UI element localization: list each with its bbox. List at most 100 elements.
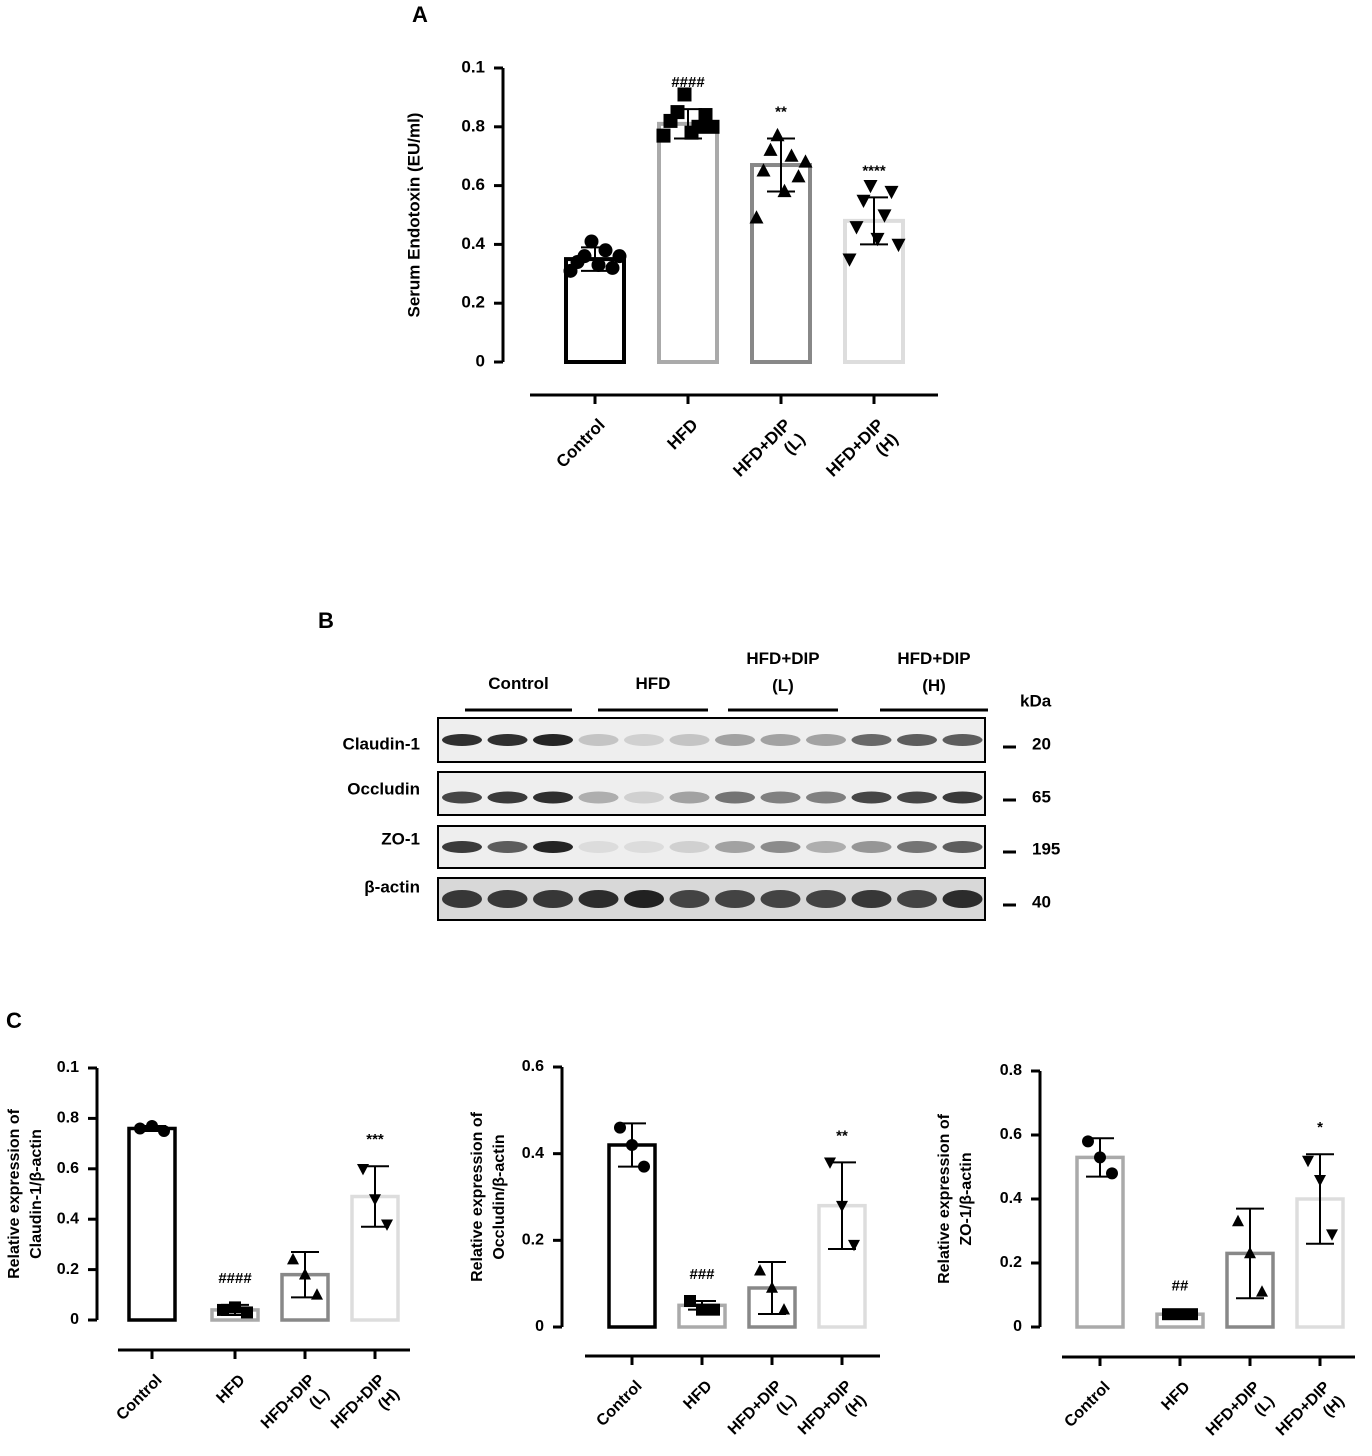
annotation: **** bbox=[862, 162, 886, 179]
data-point bbox=[877, 209, 892, 223]
y-axis-label: Relative expression of bbox=[6, 1108, 23, 1279]
x-tick-label: HFD+DIP(L) bbox=[1203, 1379, 1278, 1454]
data-point bbox=[863, 180, 878, 194]
blot-band bbox=[897, 841, 937, 853]
data-point bbox=[670, 105, 685, 120]
blot-band bbox=[487, 734, 528, 746]
x-tick-label: HFD bbox=[681, 1378, 716, 1413]
y-tick-label: 0.8 bbox=[461, 116, 485, 135]
data-point bbox=[849, 221, 864, 235]
data-point bbox=[1302, 1155, 1314, 1168]
data-point bbox=[299, 1268, 311, 1280]
blot-band bbox=[442, 734, 482, 746]
blot-band bbox=[669, 841, 710, 853]
y-axis-label: Relative expression of bbox=[936, 1113, 953, 1284]
kda-label: 65 bbox=[1032, 787, 1051, 806]
blot-band bbox=[533, 890, 573, 908]
blot-band bbox=[851, 890, 892, 908]
data-point bbox=[134, 1122, 146, 1135]
data-point bbox=[884, 185, 899, 200]
data-point bbox=[677, 87, 692, 102]
blot-band bbox=[578, 890, 619, 908]
bar bbox=[127, 1126, 177, 1322]
data-point bbox=[708, 1303, 720, 1316]
blot-band bbox=[806, 841, 846, 853]
blot-band bbox=[624, 734, 664, 746]
data-point bbox=[824, 1157, 836, 1169]
y-axis-label: ZO-1/β-actin bbox=[958, 1152, 975, 1245]
annotation: ## bbox=[1172, 1278, 1189, 1295]
data-point bbox=[1314, 1175, 1326, 1187]
blot-group-label: HFD+DIP (L) bbox=[746, 649, 819, 695]
blot-band bbox=[760, 734, 801, 746]
blot-band bbox=[715, 890, 755, 908]
y-axis-label: Claudin-1/β-actin bbox=[28, 1129, 45, 1259]
x-tick-label: HFD+DIP(H) bbox=[795, 1378, 870, 1453]
data-point bbox=[591, 257, 606, 272]
blot-band bbox=[442, 791, 482, 804]
annotation: #### bbox=[218, 1270, 252, 1287]
blot-row-label: Claudin-1 bbox=[343, 734, 420, 753]
data-point bbox=[848, 1239, 860, 1252]
y-tick-label: 0.1 bbox=[57, 1059, 79, 1076]
data-point bbox=[856, 194, 871, 208]
y-tick-label: 0.6 bbox=[461, 175, 485, 194]
x-tick-label: Control bbox=[114, 1372, 166, 1424]
y-tick-label: 0.8 bbox=[1000, 1062, 1022, 1079]
data-point bbox=[749, 210, 764, 224]
blot-band bbox=[578, 841, 619, 853]
data-point bbox=[1082, 1135, 1094, 1148]
kda-unit: kDa bbox=[1020, 691, 1052, 710]
blot-band bbox=[487, 791, 528, 804]
data-point bbox=[1106, 1167, 1118, 1180]
y-tick-label: 0.2 bbox=[522, 1232, 544, 1249]
annotation: ### bbox=[689, 1266, 715, 1283]
data-point bbox=[1162, 1308, 1174, 1321]
blot-band bbox=[442, 841, 482, 853]
blot-band bbox=[942, 734, 983, 746]
y-axis-label: Serum Endotoxin (EU/ml) bbox=[404, 113, 423, 318]
data-point bbox=[656, 128, 671, 143]
x-tick-label: HFD bbox=[214, 1372, 249, 1407]
data-point bbox=[777, 183, 792, 198]
annotation: * bbox=[1317, 1119, 1323, 1136]
blot-band bbox=[533, 734, 573, 746]
y-tick-label: 0 bbox=[476, 351, 485, 370]
data-point bbox=[638, 1160, 650, 1173]
y-tick-label: 0.6 bbox=[1000, 1126, 1022, 1143]
data-point bbox=[1326, 1229, 1338, 1241]
blot-band bbox=[487, 890, 528, 908]
blot-band bbox=[624, 791, 664, 804]
y-tick-label: 0.2 bbox=[57, 1261, 79, 1278]
blot-band bbox=[806, 791, 846, 804]
blot-band bbox=[624, 890, 664, 908]
blot-band bbox=[942, 841, 983, 853]
bar bbox=[657, 121, 719, 364]
blot-band bbox=[760, 841, 801, 853]
blot-band bbox=[715, 841, 755, 853]
blot-band bbox=[578, 734, 619, 746]
x-tick-label: Control bbox=[553, 416, 609, 472]
data-point bbox=[158, 1125, 170, 1137]
data-point bbox=[698, 108, 713, 123]
data-point bbox=[798, 154, 813, 168]
kda-label: 40 bbox=[1032, 892, 1051, 911]
y-tick-label: 0 bbox=[1013, 1318, 1022, 1335]
data-point bbox=[584, 234, 599, 249]
data-point bbox=[605, 260, 620, 275]
blot-band bbox=[669, 890, 710, 908]
y-tick-label: 0.1 bbox=[461, 57, 485, 76]
y-tick-label: 0 bbox=[535, 1318, 544, 1335]
panel-label: B bbox=[318, 608, 334, 633]
data-point bbox=[684, 1295, 696, 1307]
data-point bbox=[369, 1194, 381, 1206]
blot-band bbox=[669, 791, 710, 804]
x-tick-label: Control bbox=[1062, 1379, 1114, 1431]
blot-band bbox=[715, 734, 755, 746]
y-tick-label: 0.6 bbox=[522, 1058, 544, 1075]
x-tick-label: HFD+DIP(H) bbox=[328, 1372, 403, 1447]
data-point bbox=[626, 1139, 638, 1151]
data-point bbox=[754, 1264, 766, 1276]
panel-label: A bbox=[412, 2, 428, 27]
data-point bbox=[756, 163, 771, 177]
